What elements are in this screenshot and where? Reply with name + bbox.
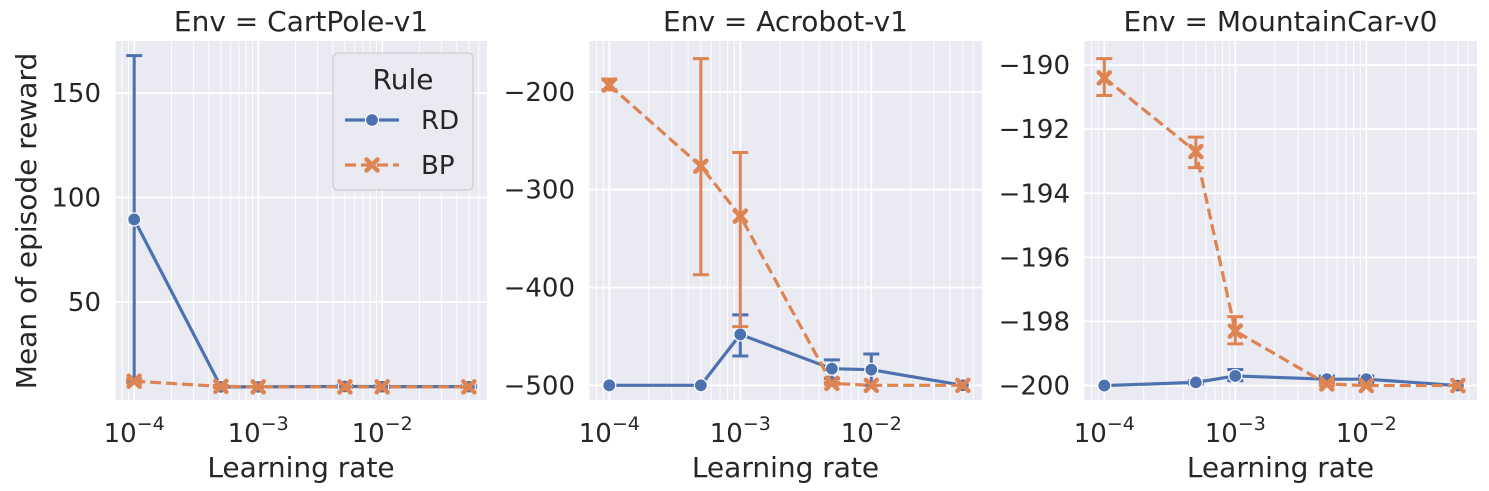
data-point [374,379,390,395]
series-bp [126,373,477,395]
y-tick-label: −400 [504,274,575,304]
y-tick-label: −300 [504,176,575,206]
series-bp [1096,57,1466,394]
legend-label: RD [421,106,459,136]
y-axis-title: Mean of episode reward [10,53,43,389]
y-tick-label: −196 [999,243,1070,273]
panel-2: 10−4 10−3 10−2 −500 −400 −300 −200 Env = Acrobo… [504,5,982,484]
data-point [1358,377,1375,394]
x-tick-label: 10−3 [228,413,289,449]
legend-entry-rd: RD [345,106,459,136]
data-point [1097,378,1112,393]
data-point [601,77,618,93]
data-point [213,378,229,395]
series-line [134,379,469,389]
series-line [1104,374,1458,388]
y-tick-label: −200 [999,372,1070,402]
data-point [693,378,708,393]
y-tick-label: 50 [68,288,101,318]
data-point [126,373,142,389]
data-point [337,379,353,395]
legend-entry-bp: BP [345,151,455,181]
series-bp [601,57,971,394]
x-tick-label: 10−3 [1205,413,1266,449]
data-point [461,379,477,395]
major-gridlines [1084,41,1477,400]
x-tick-label: 10−2 [352,413,413,449]
series-line [1103,76,1458,388]
data-point [733,327,748,342]
minor-gridlines [114,41,480,400]
plot-area [589,41,982,400]
data-point [824,361,839,376]
data-point [864,362,879,377]
plot-area [1084,41,1477,400]
x-tick-label: 10−4 [104,413,165,449]
panel-title: Env = MountainCar-v0 [1124,5,1438,38]
legend-marker [364,157,380,173]
legend: Rule RD BP [332,52,474,191]
data-point [1188,375,1203,390]
legend-label: BP [421,151,455,181]
y-tick-label: −200 [504,78,575,108]
x-axis-title: Learning rate [692,451,879,484]
x-tick-label: 10−2 [841,413,902,449]
series-line [609,332,964,387]
x-axis-title: Learning rate [1187,451,1374,484]
x-tick-label: 10−2 [1336,413,1397,449]
y-tick-label: 150 [51,79,101,109]
series-rd [1097,368,1465,393]
y-tick-label: −190 [999,51,1070,81]
y-tick-label: 100 [51,184,101,214]
data-point [250,379,266,395]
data-point [1319,376,1335,392]
panel-title: Env = CartPole-v1 [174,5,428,38]
series-line [608,83,963,387]
data-point [732,208,749,224]
x-tick-label: 10−3 [710,413,771,449]
panel-title: Env = Acrobot-v1 [663,5,908,38]
legend-marker [364,112,380,128]
data-point [602,378,617,393]
y-tick-label: −198 [999,307,1070,337]
x-axis-title: Learning rate [207,451,394,484]
data-point [1188,143,1204,160]
data-point [863,377,880,394]
y-tick-label: −194 [999,179,1070,209]
data-point [1096,70,1113,86]
legend-box [332,52,474,191]
data-point [693,158,709,174]
panel-3: 10−4 10−3 10−2 −200 −198 −196 −194 −192 −190 Env … [999,5,1477,484]
data-point [1450,377,1466,394]
legend-title: Rule [373,63,434,96]
y-tick-label: −192 [999,115,1070,145]
data-point [955,377,971,394]
y-tick-label: −500 [504,371,575,401]
data-point [1227,323,1244,339]
x-tick-label: 10−4 [579,413,640,449]
x-tick-label: 10−4 [1074,413,1135,449]
minor-gridlines [1083,41,1469,400]
data-point [1228,368,1243,384]
data-point [127,212,142,227]
data-point [824,375,840,392]
